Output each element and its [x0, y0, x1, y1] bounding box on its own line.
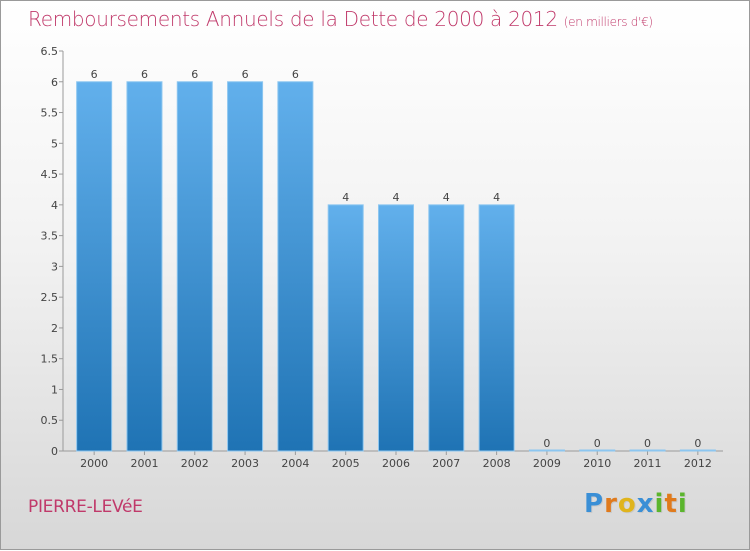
value-label: 0: [594, 437, 601, 450]
logo-letter: t: [664, 489, 678, 519]
value-labels: 6 6 6 6 6 4 4 4 4 0 0 0 0: [91, 68, 702, 450]
y-tick-label: 1: [51, 383, 58, 396]
bar-2009: [528, 449, 565, 452]
y-tick-label: 4: [51, 199, 58, 212]
value-label: 6: [141, 68, 148, 81]
x-tick-label: 2008: [483, 457, 511, 470]
x-tick-label: 2000: [80, 457, 108, 470]
bar-2005: [327, 204, 364, 452]
x-tick-label: 2009: [533, 457, 561, 470]
x-tick-label: 2004: [281, 457, 309, 470]
bar-2010: [579, 449, 616, 452]
y-tick-label: 5: [51, 137, 58, 150]
value-label: 4: [443, 191, 450, 204]
logo-letter: o: [617, 489, 637, 519]
value-label: 6: [91, 68, 98, 81]
bars: [76, 81, 716, 452]
logo-letter: x: [636, 489, 655, 519]
logo-letter: P: [584, 489, 605, 519]
commune-name: PIERRE-LEVéE: [28, 497, 143, 517]
x-tick-label: 2001: [130, 457, 158, 470]
bar-2000: [76, 81, 113, 452]
x-tick-label: 2003: [231, 457, 259, 470]
proxiti-logo: Proxiti: [584, 489, 688, 519]
value-label: 0: [694, 437, 701, 450]
value-label: 4: [393, 191, 400, 204]
y-tick-label: 2: [51, 322, 58, 335]
axes: 0 0.5 1 1.5 2 2.5 3 3.5 4 4.5 5 5.5 6 6.5 2000 2001 2002…: [41, 45, 723, 470]
value-label: 6: [191, 68, 198, 81]
y-tick-label: 3: [51, 260, 58, 273]
x-tick-label: 2005: [332, 457, 360, 470]
bar-2002: [176, 81, 213, 452]
x-tick-label: 2012: [684, 457, 712, 470]
bar-2012: [679, 449, 716, 452]
value-label: 6: [242, 68, 249, 81]
y-tick-label: 1.5: [41, 353, 59, 366]
title-text: Remboursements Annuels de la Dette de 20…: [28, 7, 558, 31]
chart-title: Remboursements Annuels de la Dette de 20…: [28, 7, 653, 31]
bar-2011: [629, 449, 666, 452]
bar-2008: [478, 204, 515, 452]
x-tick-label: 2010: [583, 457, 611, 470]
x-tick-label: 2011: [634, 457, 662, 470]
value-label: 6: [292, 68, 299, 81]
y-tick-label: 4.5: [41, 168, 59, 181]
value-label: 4: [342, 191, 349, 204]
x-tick-label: 2006: [382, 457, 410, 470]
bar-2001: [126, 81, 163, 452]
bar-2006: [378, 204, 414, 452]
y-tick-label: 3.5: [41, 230, 59, 243]
logo-letter: i: [677, 489, 688, 519]
bar-2007: [428, 204, 465, 452]
value-label: 4: [493, 191, 500, 204]
y-tick-label: 6.5: [41, 45, 59, 58]
y-tick-label: 0: [51, 445, 58, 458]
logo-letter: r: [604, 489, 618, 519]
y-tick-label: 6: [51, 76, 58, 89]
y-tick-label: 2.5: [41, 291, 59, 304]
y-tick-label: 0.5: [41, 414, 59, 427]
logo-letter: i: [654, 489, 665, 519]
bar-2004: [277, 81, 314, 452]
value-label: 0: [543, 437, 550, 450]
x-tick-label: 2002: [181, 457, 209, 470]
chart-subtitle: (en milliers d'€): [563, 15, 653, 29]
value-label: 0: [644, 437, 651, 450]
bar-2003: [227, 81, 264, 452]
y-tick-label: 5.5: [41, 107, 59, 120]
x-tick-label: 2007: [432, 457, 460, 470]
